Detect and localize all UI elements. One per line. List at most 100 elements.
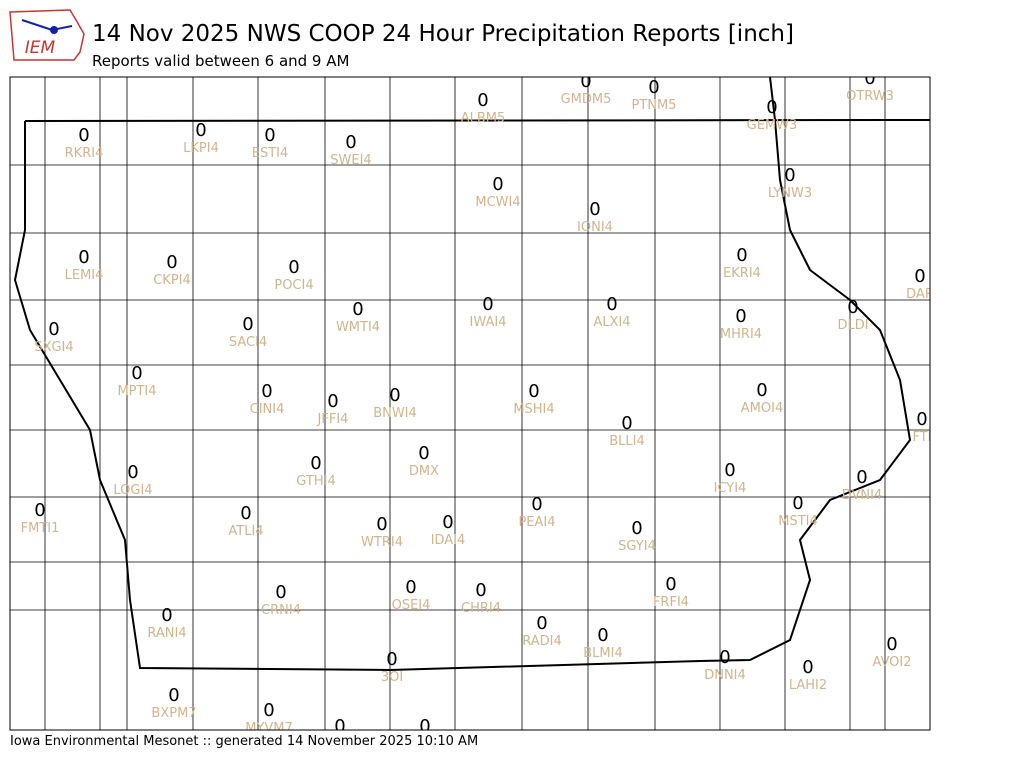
station-id: BNWI4 [373,406,417,421]
station-value: 0 [345,132,356,153]
station-value: 0 [802,657,813,678]
state-border [13,77,930,672]
map-frame [9,76,931,731]
station-value: 0 [536,613,547,634]
station-id: POCI4 [274,278,313,293]
station-value: 0 [405,577,416,598]
station-id: LEMI4 [65,268,104,283]
station-id: BLMI4 [583,646,622,661]
station-value: 0 [528,381,539,402]
station-id: MSHI4 [513,402,554,417]
station-value: 0 [847,297,858,318]
station-id: GTHI4 [296,474,335,489]
station-value: 0 [856,467,867,488]
station-id: DNNI4 [704,668,746,683]
station-id: CRNI4 [261,603,301,618]
station-value: 0 [735,306,746,327]
station-value: 0 [376,514,387,535]
station-id: GEMW3 [747,118,798,133]
station-value: 0 [766,97,777,118]
station-id: DAR [906,287,934,302]
station-id: FTI [912,430,931,445]
station-value: 0 [166,252,177,273]
map: 0RKRI40LKPI40ESTI40SWEI40ALBM50GMDM50PTN… [10,68,934,737]
station-value: 0 [792,493,803,514]
station-id: PEAI4 [518,515,555,530]
station-value: 0 [784,165,795,186]
station-value: 0 [419,716,430,737]
station-value: 0 [756,380,767,401]
station-value: 0 [389,385,400,406]
station-id: ICYI4 [714,481,747,496]
station-value: 0 [78,247,89,268]
station-id: LYNW3 [768,186,812,201]
station-id: JFFI4 [317,412,349,427]
station-id: BLLI4 [609,434,645,449]
station-value: 0 [719,647,730,668]
station-id: FRFI4 [653,595,689,610]
station-id: MHRI4 [720,327,762,342]
station-id: MYVM7 [245,721,293,736]
station-id: LOGI4 [113,483,152,498]
station-value: 0 [78,125,89,146]
station-value: 0 [261,381,272,402]
station-value: 0 [665,574,676,595]
station-value: 0 [531,494,542,515]
station-id: GMDM5 [561,92,612,107]
station-value: 0 [264,125,275,146]
station-value: 0 [127,462,138,483]
station-value: 0 [724,460,735,481]
station-id: LKPI4 [183,141,219,156]
station-value: 0 [492,174,503,195]
station-value: 0 [914,266,925,287]
station-value: 0 [48,319,59,340]
station-value: 0 [168,685,179,706]
station-id: RKRI4 [65,146,104,161]
station-value: 0 [418,443,429,464]
station-value: 0 [161,605,172,626]
station-value: 0 [864,68,875,89]
station-id: SWEI4 [330,153,371,168]
station-id: IDAI4 [431,533,466,548]
station-value: 0 [327,391,338,412]
station-id: WTRI4 [361,535,403,550]
subtitle: Reports valid between 6 and 9 AM [92,52,349,70]
station-id: LAHI2 [789,678,827,693]
station-id: DMX [409,464,439,479]
station-value: 0 [310,453,321,474]
station-id: EKRI4 [723,266,761,281]
station-id: RANI4 [147,626,186,641]
station-id: SACI4 [229,335,267,350]
station-id: DLDI [837,318,868,333]
station-id: IWAI4 [470,315,507,330]
station-id: CKPI4 [153,273,191,288]
station-value: 0 [631,518,642,539]
logo-text: IEM [25,38,56,58]
station-value: 0 [34,500,45,521]
station-value: 0 [482,294,493,315]
station-id: FMTI1 [21,521,60,536]
station-value: 0 [606,294,617,315]
station-id: MSTI4 [778,514,818,529]
station-value: 0 [916,409,927,430]
station-id: MPTI4 [117,384,156,399]
station-value: 0 [475,580,486,601]
station-value: 0 [386,649,397,670]
station-id: CINI4 [250,402,285,417]
station-value: 0 [477,90,488,111]
station-id: 3OI [381,670,403,685]
title: 14 Nov 2025 NWS COOP 24 Hour Precipitati… [92,21,794,47]
station-id: PTNM5 [632,98,677,113]
footer: Iowa Environmental Mesonet :: generated … [10,734,478,749]
station-id: MCWI4 [475,195,520,210]
station-value: 0 [886,634,897,655]
station-id: ALBM5 [461,111,506,126]
station-value: 0 [352,299,363,320]
station-value: 0 [240,503,251,524]
station-id: WMTI4 [336,320,380,335]
station-value: 0 [621,413,632,434]
station-id: ALXI4 [593,315,630,330]
station-id: BXPM7 [151,706,196,721]
station-value: 0 [275,582,286,603]
